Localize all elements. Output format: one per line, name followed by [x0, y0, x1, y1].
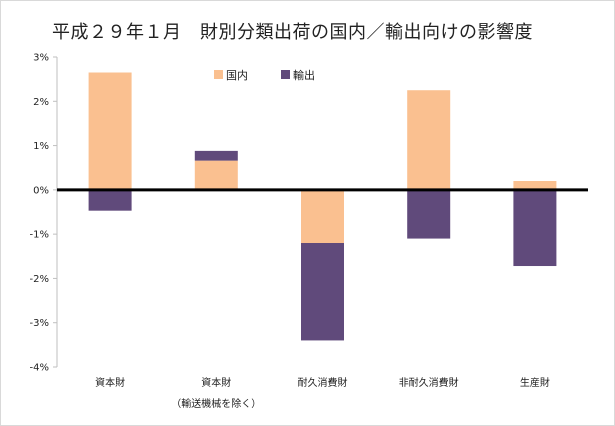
bar-export: [194, 150, 238, 161]
x-tick-label: 資本財: [95, 376, 125, 389]
y-tick-label: -1%: [30, 230, 49, 241]
legend-swatch-domestic: [214, 70, 223, 79]
y-tick-label: 2%: [33, 97, 49, 108]
y-tick-label: -4%: [30, 363, 49, 374]
x-tick-sublabel: （輸送機械を除く）: [171, 397, 261, 410]
legend-swatch-export: [281, 70, 290, 79]
x-tick-label: 非耐久消費財: [399, 376, 459, 389]
legend: 国内 輸出: [214, 68, 315, 82]
bars: [88, 72, 557, 341]
y-tick-label: -3%: [30, 318, 49, 329]
bar-export: [88, 189, 132, 211]
x-tick-label: 生産財: [520, 376, 550, 389]
y-tick-label: 3%: [33, 53, 49, 64]
y-tick-label: -2%: [30, 274, 49, 285]
bar-export: [513, 189, 557, 267]
bar-domestic: [513, 181, 557, 190]
chart-title: 平成２９年１月 財別分類出荷の国内／輸出向けの影響度: [52, 22, 533, 43]
x-tick-label: 耐久消費財: [298, 376, 348, 389]
bar-domestic: [88, 72, 132, 190]
y-tick-label: 0%: [33, 185, 49, 196]
bar-export: [301, 243, 344, 341]
y-axis-ticks: 3% 2% 1% 0% -1% -2% -3% -4%: [30, 53, 57, 374]
bar-domestic: [301, 189, 344, 243]
x-tick-label: 資本財: [201, 376, 231, 389]
bar-export: [407, 189, 451, 239]
bar-domestic: [407, 90, 451, 190]
bar-domestic: [194, 160, 238, 190]
legend-label-domestic: 国内: [226, 68, 248, 82]
legend-label-export: 輸出: [293, 68, 315, 82]
x-axis-labels: 資本財 資本財 （輸送機械を除く） 耐久消費財 非耐久消費財 生産財: [95, 376, 550, 410]
y-tick-label: 1%: [33, 141, 49, 152]
